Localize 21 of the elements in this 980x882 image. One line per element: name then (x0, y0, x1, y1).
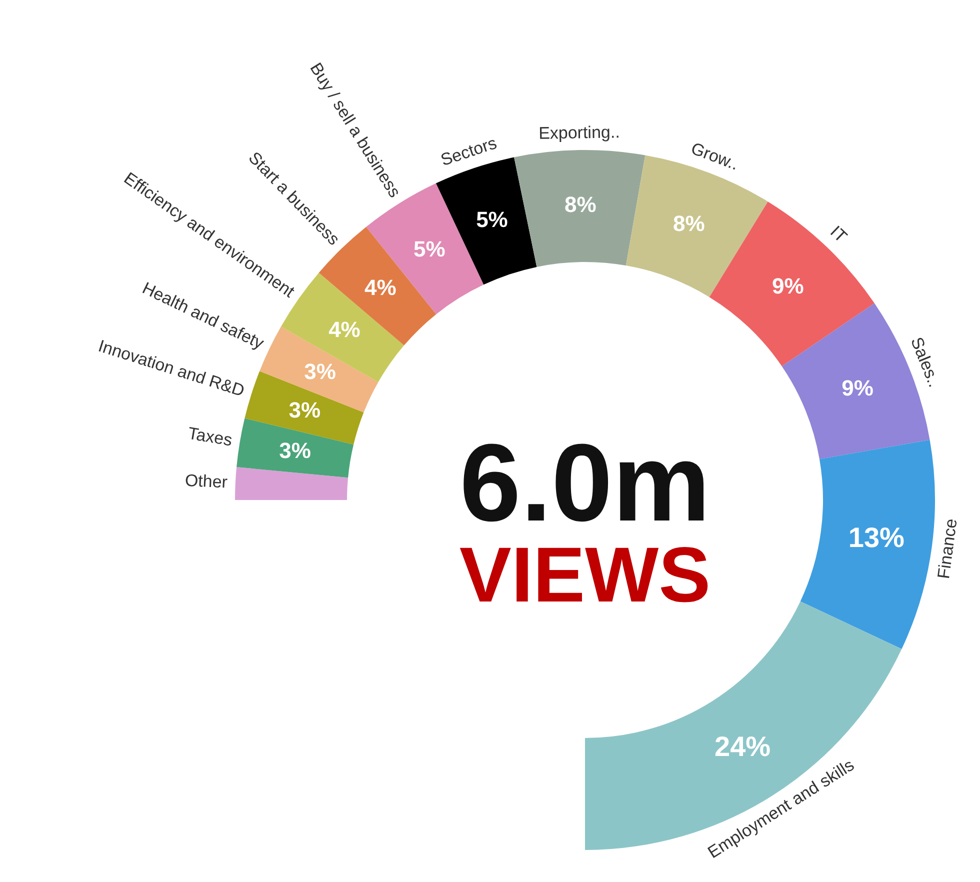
data-label: 3% (304, 358, 336, 384)
data-label: 9% (772, 273, 804, 298)
slice-label: Other (184, 470, 228, 492)
data-label: 9% (842, 376, 874, 401)
data-label: 8% (564, 192, 596, 218)
data-label: 24% (714, 730, 771, 762)
slice-label: Finance (934, 517, 961, 580)
slice-label: Taxes (186, 424, 234, 450)
data-label: 3% (288, 397, 321, 422)
slice-label: IT (826, 222, 851, 246)
data-label: 4% (364, 274, 396, 300)
slice-label: Sales.. (906, 334, 944, 390)
data-label: 4% (328, 317, 360, 342)
data-label: 3% (279, 438, 311, 463)
data-label: 5% (476, 207, 508, 232)
slice-label: Sectors (438, 133, 500, 170)
data-label: 13% (848, 522, 905, 553)
slice-label: Exporting.. (538, 122, 620, 143)
slice-label: Grow.. (688, 138, 742, 174)
data-label: 8% (673, 211, 705, 236)
data-label: 5% (414, 236, 446, 262)
